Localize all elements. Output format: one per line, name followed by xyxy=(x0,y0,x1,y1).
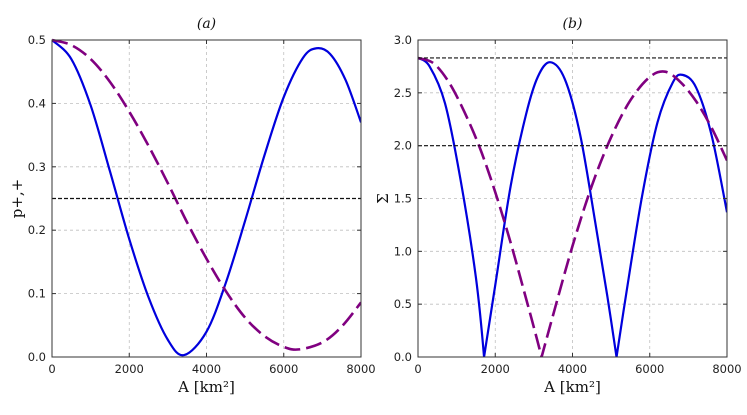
x-axis-label: A [km²] xyxy=(543,378,601,396)
y-tick-label: 0.4 xyxy=(28,96,46,110)
x-tick-label: 6000 xyxy=(269,362,298,376)
panel-title: (b) xyxy=(563,16,583,32)
y-tick-label: 2.5 xyxy=(394,86,412,100)
y-tick-label: 0.0 xyxy=(28,350,46,364)
x-tick-label: 2000 xyxy=(481,362,510,376)
x-tick-label: 0 xyxy=(414,362,421,376)
x-tick-label: 6000 xyxy=(635,362,664,376)
x-axis-label: A [km²] xyxy=(177,378,235,396)
panel-a: 0 2000 4000 6000 8000 0.0 0.1 0.2 0.3 0.4 0.5 (a) A … xyxy=(8,16,376,396)
y-tick-label: 1.5 xyxy=(394,192,412,206)
y-axis-label: p+,+ xyxy=(8,179,26,219)
y-tick-label: 0.5 xyxy=(394,297,412,311)
y-tick-label: 3.0 xyxy=(394,33,412,47)
x-tick-label: 4000 xyxy=(558,362,587,376)
series-line-solid xyxy=(418,56,727,357)
y-tick-label: 0.5 xyxy=(28,33,46,47)
y-tick-label: 0.0 xyxy=(394,350,412,364)
x-tick-label: 2000 xyxy=(115,362,144,376)
x-tick-label: 8000 xyxy=(712,362,741,376)
y-tick-label: 0.2 xyxy=(28,223,46,237)
panel-title: (a) xyxy=(197,16,216,32)
y-tick-label: 0.3 xyxy=(28,160,46,174)
series-line-dashed xyxy=(418,56,727,357)
series-line-dashed xyxy=(52,38,361,351)
series-line-solid xyxy=(52,39,361,357)
y-axis-label: Σ xyxy=(374,193,392,204)
y-tick-label: 0.1 xyxy=(28,287,46,301)
y-tick-label: 1.0 xyxy=(394,244,412,258)
y-tick-label: 2.0 xyxy=(394,139,412,153)
panel-b: 0 2000 4000 6000 8000 0.0 0.5 1.0 1.5 2.0 2.5 3.0 (b… xyxy=(374,16,742,396)
x-tick-label: 0 xyxy=(48,362,55,376)
x-tick-label: 4000 xyxy=(192,362,221,376)
x-tick-label: 8000 xyxy=(346,362,375,376)
